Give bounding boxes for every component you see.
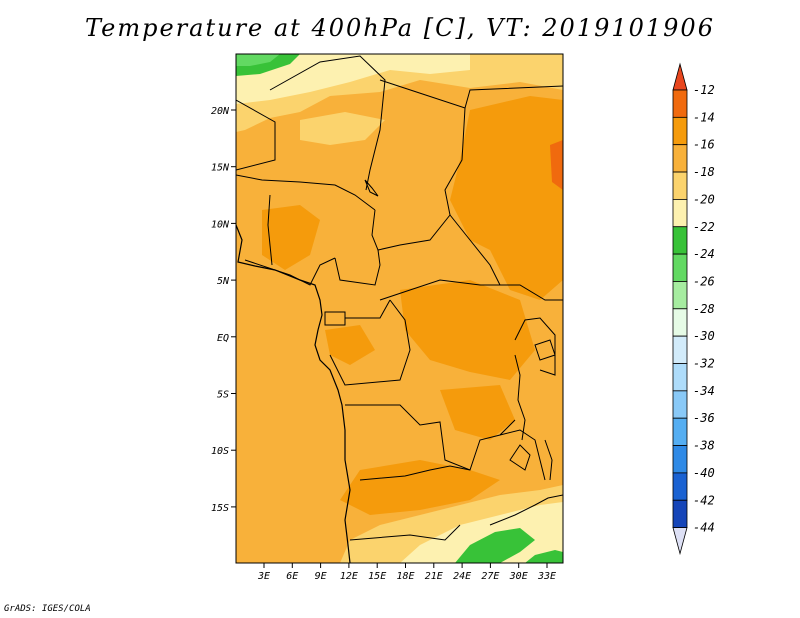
lon-tick-label: 9E	[315, 571, 327, 582]
colorbar-swatch	[672, 390, 688, 419]
warm-patch-nigeria	[262, 205, 320, 270]
colorbar-label: -34	[693, 384, 715, 398]
colorbar-bottom-arrow	[672, 527, 688, 556]
warm-patch-east	[450, 96, 563, 300]
lat-tick-label: 20N	[211, 106, 230, 117]
colorbar-label: -30	[693, 329, 715, 343]
lon-tick-label: 12E	[340, 571, 358, 582]
colorbar-label: -26	[693, 274, 715, 288]
green-patch-south	[455, 528, 535, 563]
colorbar-swatch	[672, 226, 688, 255]
warm-patch-gabon	[325, 325, 375, 365]
lon-tick-label: 27E	[481, 571, 499, 582]
lat-tick-label: 10S	[211, 446, 229, 457]
colorbar-label: -12	[693, 83, 715, 97]
latitude-ticks: 20N 15N 10N 5N EQ 5S 10S 15S	[211, 106, 236, 514]
country-borders	[236, 55, 563, 541]
lon-tick-label: 3E	[257, 571, 270, 582]
colorbar-label: -16	[693, 138, 715, 152]
colorbar-swatch	[672, 335, 688, 364]
lat-tick-label: 15N	[211, 163, 230, 174]
lon-tick-label: 33E	[537, 571, 556, 582]
colorbar-swatch	[672, 499, 688, 529]
lat-tick-label: EQ	[217, 333, 229, 344]
colorbar-swatch	[672, 308, 688, 337]
lat-tick-label: 5S	[217, 390, 229, 401]
colorbar-swatch	[672, 144, 688, 173]
colorbar-label: -18	[693, 165, 715, 179]
colorbar-label: -36	[693, 411, 715, 425]
colorbar-label: -38	[693, 439, 715, 453]
colorbar-label: -44	[693, 521, 715, 535]
temperature-field	[236, 54, 563, 563]
map-title: Temperature at 400hPa [C], VT: 201910190…	[85, 14, 715, 42]
colorbar-swatch	[672, 171, 688, 200]
colorbar-label: -28	[693, 302, 715, 316]
colorbar-swatch	[672, 417, 688, 446]
green-patch-south-2	[525, 550, 563, 563]
colorbar-label: -32	[693, 357, 715, 371]
map-frame	[235, 53, 564, 564]
cool-patch-west	[300, 112, 385, 145]
warmer-patch-east	[550, 140, 563, 190]
colorbar-swatch	[672, 89, 688, 118]
colorbar-label: -42	[693, 493, 715, 507]
colorbar-swatch	[672, 253, 688, 282]
cooler-band-north	[236, 54, 470, 104]
lon-tick-label: 24E	[453, 571, 471, 582]
lat-tick-label: 10N	[211, 219, 230, 230]
longitude-ticks: 3E 6E 9E 12E 15E 18E 21E 24E 27E 30E 33E	[257, 563, 556, 582]
warm-patch-southeast	[440, 385, 515, 440]
colorbar-swatch	[672, 116, 688, 146]
lakes	[364, 179, 556, 481]
coastline	[236, 224, 351, 563]
lon-tick-label: 6E	[286, 571, 298, 582]
lon-tick-label: 21E	[425, 571, 443, 582]
credit-label: GrADS: IGES/COLA	[4, 604, 91, 614]
colorbar-label: -24	[693, 247, 715, 261]
colorbar-swatch	[672, 363, 688, 392]
colorbar-label: -20	[693, 192, 715, 206]
colorbar-label: -22	[693, 220, 715, 234]
lon-tick-label: 18E	[396, 571, 414, 582]
green-patch-north-light	[236, 54, 280, 66]
colorbar: -12 -14 -16 -18 -20 -22 -24 -26 -28 -30 -32 -34 -36 -…	[672, 62, 715, 556]
warm-patch-south	[340, 460, 500, 515]
colorbar-top-arrow	[672, 62, 688, 91]
colorbar-swatch	[672, 198, 688, 228]
colorbar-label: -40	[693, 466, 715, 480]
colorbar-swatch	[672, 281, 688, 310]
lon-tick-label: 30E	[509, 571, 528, 582]
colorbar-label: -14	[693, 110, 715, 124]
lat-tick-label: 15S	[211, 503, 229, 514]
warm-patch-central	[400, 280, 535, 380]
colorbar-swatch	[672, 472, 688, 501]
lat-tick-label: 5N	[217, 276, 230, 287]
lon-tick-label: 15E	[368, 571, 386, 582]
colorbar-swatch	[672, 445, 688, 474]
